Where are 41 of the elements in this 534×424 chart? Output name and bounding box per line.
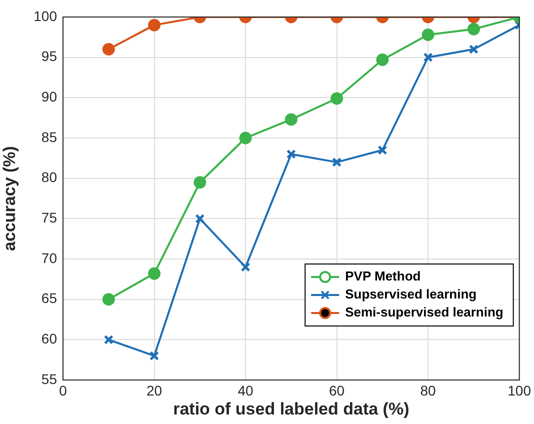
y-axis-title: accuracy (%) bbox=[0, 146, 19, 251]
point bbox=[286, 149, 296, 159]
y-tick-label: 55 bbox=[41, 370, 58, 387]
point bbox=[148, 267, 161, 280]
x-axis-title: ratio of used labeled data (%) bbox=[173, 399, 410, 418]
legend-label: Supservised learning bbox=[345, 286, 477, 302]
y-tick-label: 70 bbox=[41, 250, 58, 266]
point bbox=[102, 43, 115, 56]
point bbox=[378, 145, 388, 155]
point bbox=[423, 52, 433, 62]
point bbox=[468, 44, 478, 54]
point bbox=[330, 92, 344, 105]
y-tick-label: 95 bbox=[41, 48, 58, 64]
point bbox=[376, 54, 389, 66]
legend-label: PVP Method bbox=[345, 268, 421, 284]
y-tick-label: 80 bbox=[41, 169, 58, 186]
point bbox=[148, 18, 161, 32]
point bbox=[467, 22, 480, 36]
x-tick-label: 0 bbox=[59, 382, 68, 398]
y-tick-label: 85 bbox=[41, 128, 58, 145]
x-tick-label: 100 bbox=[508, 382, 532, 398]
y-tick-label: 65 bbox=[41, 290, 58, 306]
point bbox=[102, 293, 115, 306]
point bbox=[240, 262, 250, 272]
point bbox=[422, 28, 434, 41]
x-tick-label: 20 bbox=[146, 382, 162, 398]
point bbox=[332, 157, 342, 167]
y-tick-label: 90 bbox=[41, 88, 58, 105]
legend-label: Semi-supervised learning bbox=[345, 304, 504, 320]
point bbox=[104, 334, 114, 344]
y-tick-label: 75 bbox=[41, 210, 58, 226]
x-tick-label: 80 bbox=[420, 382, 436, 398]
point bbox=[284, 113, 298, 126]
x-tick-label: 40 bbox=[238, 382, 254, 398]
point bbox=[149, 351, 160, 361]
point bbox=[239, 132, 252, 144]
x-tick-label: 60 bbox=[329, 382, 345, 398]
point bbox=[194, 176, 206, 189]
point bbox=[195, 214, 205, 224]
y-tick-label: 100 bbox=[34, 8, 58, 24]
y-tick-label: 60 bbox=[41, 330, 58, 347]
